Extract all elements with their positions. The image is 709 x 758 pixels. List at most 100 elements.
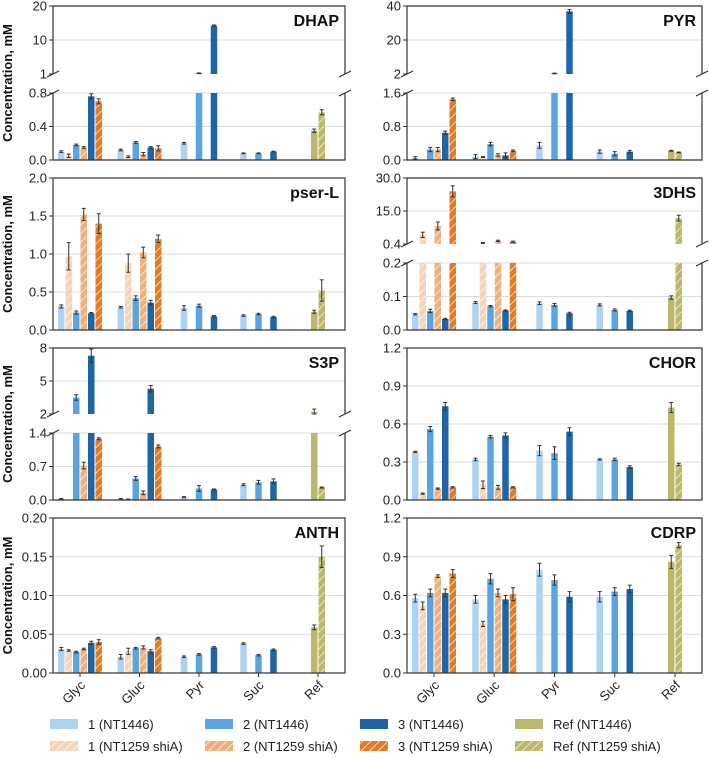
axis-break-mark bbox=[46, 410, 60, 418]
axis-break-mark bbox=[46, 429, 60, 437]
bar-pyr-gluc-s3s bbox=[509, 150, 517, 160]
bar-pser-l-suc-s1 bbox=[240, 315, 247, 330]
bar-chor-suc-s2 bbox=[611, 459, 618, 500]
bar-dhap-gluc-s2s bbox=[140, 154, 147, 160]
legend-swatch bbox=[50, 719, 78, 729]
bar-3dhs-glyc-s1s bbox=[419, 263, 426, 330]
bar-s3p-gluc-s3-upper bbox=[147, 388, 154, 414]
y-tick-label: 0.0 bbox=[383, 153, 401, 168]
y-tick-label: 2.0 bbox=[29, 171, 47, 186]
panel-title: PYR bbox=[663, 13, 696, 30]
y-tick-label: 1.2 bbox=[383, 511, 401, 526]
bar-pser-l-pyr-s2 bbox=[195, 305, 203, 330]
bar-dhap-gluc-s3s bbox=[155, 148, 162, 160]
bar-3dhs-gluc-s3s bbox=[509, 263, 517, 330]
bar-s3p-ref-refs bbox=[318, 487, 325, 500]
axis-frame bbox=[52, 177, 346, 331]
bar-pyr-ref-refs bbox=[675, 152, 682, 160]
bar-chor-pyr-s2 bbox=[551, 453, 558, 500]
bar-cdrp-suc-s1 bbox=[596, 596, 603, 673]
bar-3dhs-glyc-s3 bbox=[442, 318, 449, 330]
bar-s3p-glyc-s2 bbox=[73, 433, 80, 500]
bar-s3p-glyc-s3s bbox=[95, 438, 102, 500]
axis-break-mark bbox=[46, 89, 60, 97]
bar-pser-l-pyr-s3 bbox=[210, 316, 218, 330]
bar-chor-suc-s3 bbox=[626, 467, 633, 500]
panel-title: ANTH bbox=[295, 525, 339, 542]
legend-swatch bbox=[205, 719, 233, 729]
bar-cdrp-gluc-s3 bbox=[502, 599, 509, 673]
y-tick-label: 0.0 bbox=[29, 323, 47, 338]
x-tick-label: Ref bbox=[658, 677, 683, 702]
y-tick-label: 0.05 bbox=[22, 627, 47, 642]
axis-frame bbox=[406, 517, 703, 674]
bar-anth-ref-refs bbox=[318, 556, 325, 673]
bar-dhap-ref-refs bbox=[318, 112, 325, 160]
bar-chor-gluc-s3 bbox=[502, 435, 509, 500]
legend-swatch bbox=[515, 741, 543, 751]
bar-dhap-gluc-s2 bbox=[132, 142, 139, 160]
bar-3dhs-gluc-s3 bbox=[502, 310, 509, 330]
y-tick-label: 1 bbox=[40, 67, 47, 82]
y-tick-label: 0.6 bbox=[383, 588, 401, 603]
y-tick-label: 0.4 bbox=[29, 119, 47, 134]
y-tick-label: 0.9 bbox=[383, 379, 401, 394]
y-tick-label: 0.15 bbox=[22, 549, 47, 564]
bar-pyr-pyr-s2 bbox=[551, 93, 558, 160]
legend-label: Ref (NT1259 shiA) bbox=[553, 739, 661, 754]
bar-cdrp-pyr-s2 bbox=[551, 580, 558, 673]
legend-item-ref: Ref (NT1446) bbox=[515, 717, 632, 732]
bar-3dhs-glyc-s3s-upper bbox=[449, 191, 456, 244]
bar-chor-ref-ref bbox=[668, 407, 675, 500]
legend-label: Ref (NT1446) bbox=[553, 717, 632, 732]
bar-cdrp-ref-ref bbox=[668, 561, 675, 673]
legend-swatch bbox=[515, 719, 543, 729]
bar-pser-l-gluc-s1s bbox=[125, 263, 132, 330]
bar-pyr-ref-ref bbox=[668, 150, 675, 160]
axis-break-mark bbox=[338, 429, 352, 437]
bar-pyr-suc-s2 bbox=[611, 153, 618, 160]
bar-cdrp-pyr-s3 bbox=[566, 596, 573, 673]
bar-dhap-pyr-s3 bbox=[210, 93, 218, 160]
bar-chor-suc-s1 bbox=[596, 459, 603, 500]
bar-3dhs-pyr-s2 bbox=[551, 304, 558, 330]
bar-3dhs-suc-s3 bbox=[626, 310, 633, 330]
bar-pser-l-gluc-s2 bbox=[132, 298, 139, 330]
bar-pyr-suc-s3 bbox=[626, 151, 633, 160]
y-axis-label: Concentration, mM bbox=[0, 195, 15, 313]
bar-s3p-gluc-s2 bbox=[132, 478, 139, 500]
axis-frame-upper bbox=[406, 177, 703, 244]
y-tick-label: 0.9 bbox=[383, 549, 401, 564]
y-tick-label: 0.0 bbox=[383, 666, 401, 681]
y-tick-label: 0.0 bbox=[383, 493, 401, 508]
legend-label: 3 (NT1259 shiA) bbox=[398, 739, 493, 754]
bar-dhap-gluc-s1s bbox=[125, 156, 132, 160]
y-axis-label: Concentration, mM bbox=[0, 537, 15, 655]
bar-dhap-pyr-s2 bbox=[195, 93, 203, 160]
bar-pser-l-pyr-s1 bbox=[180, 307, 188, 330]
bar-chor-pyr-s3 bbox=[566, 431, 573, 500]
bar-pser-l-glyc-s3 bbox=[88, 313, 95, 330]
bar-pser-l-ref-ref bbox=[311, 311, 318, 330]
bar-chor-pyr-s1 bbox=[536, 450, 543, 500]
axis-break-mark bbox=[695, 259, 709, 267]
y-axis-label: Concentration, mM bbox=[0, 24, 15, 142]
bar-cdrp-pyr-s1 bbox=[536, 569, 543, 673]
bar-3dhs-glyc-s1 bbox=[412, 314, 419, 330]
y-tick-label: 1.4 bbox=[29, 426, 47, 441]
bar-3dhs-pyr-s3 bbox=[566, 313, 573, 330]
y-tick-label: 1.6 bbox=[383, 86, 401, 101]
legend-swatch bbox=[360, 741, 388, 751]
bar-3dhs-suc-s1 bbox=[596, 304, 603, 330]
bar-chor-glyc-s2s bbox=[434, 488, 441, 500]
panel-anth: 0.00 0.05 0.10 0.15 0.20 Glyc Gluc Pyr Suc Ref ANT… bbox=[0, 511, 346, 707]
bar-anth-pyr-s1 bbox=[180, 656, 188, 673]
bar-3dhs-gluc-s2s-upper bbox=[494, 240, 502, 244]
bar-chor-glyc-s3 bbox=[442, 406, 449, 500]
x-tick-label: Ref bbox=[301, 677, 326, 702]
bar-cdrp-glyc-s1s bbox=[419, 605, 426, 673]
bar-anth-glyc-s1 bbox=[58, 648, 65, 673]
legend-item-s2s: 2 (NT1259 shiA) bbox=[205, 739, 338, 754]
y-tick-label: 20 bbox=[387, 33, 401, 48]
bar-cdrp-gluc-s2s bbox=[494, 592, 502, 673]
